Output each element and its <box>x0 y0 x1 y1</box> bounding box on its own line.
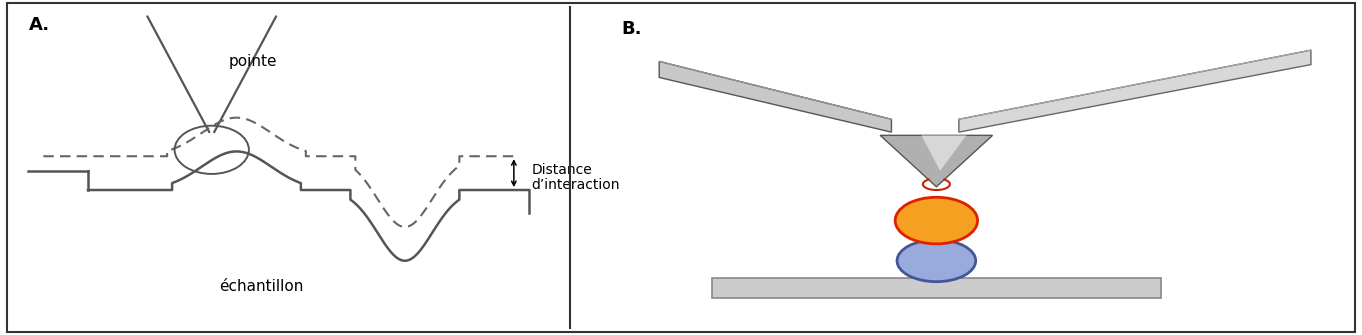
FancyBboxPatch shape <box>711 278 1160 298</box>
Text: Distance: Distance <box>531 163 592 177</box>
Text: pointe: pointe <box>229 54 278 69</box>
Ellipse shape <box>895 197 978 244</box>
Polygon shape <box>959 50 1310 132</box>
Text: B.: B. <box>621 19 643 38</box>
Polygon shape <box>880 135 993 187</box>
Text: A.: A. <box>29 16 49 35</box>
Text: d’interaction: d’interaction <box>531 178 620 192</box>
Ellipse shape <box>898 240 975 282</box>
Text: échantillon: échantillon <box>219 279 304 294</box>
Polygon shape <box>921 135 966 171</box>
Polygon shape <box>659 61 891 132</box>
